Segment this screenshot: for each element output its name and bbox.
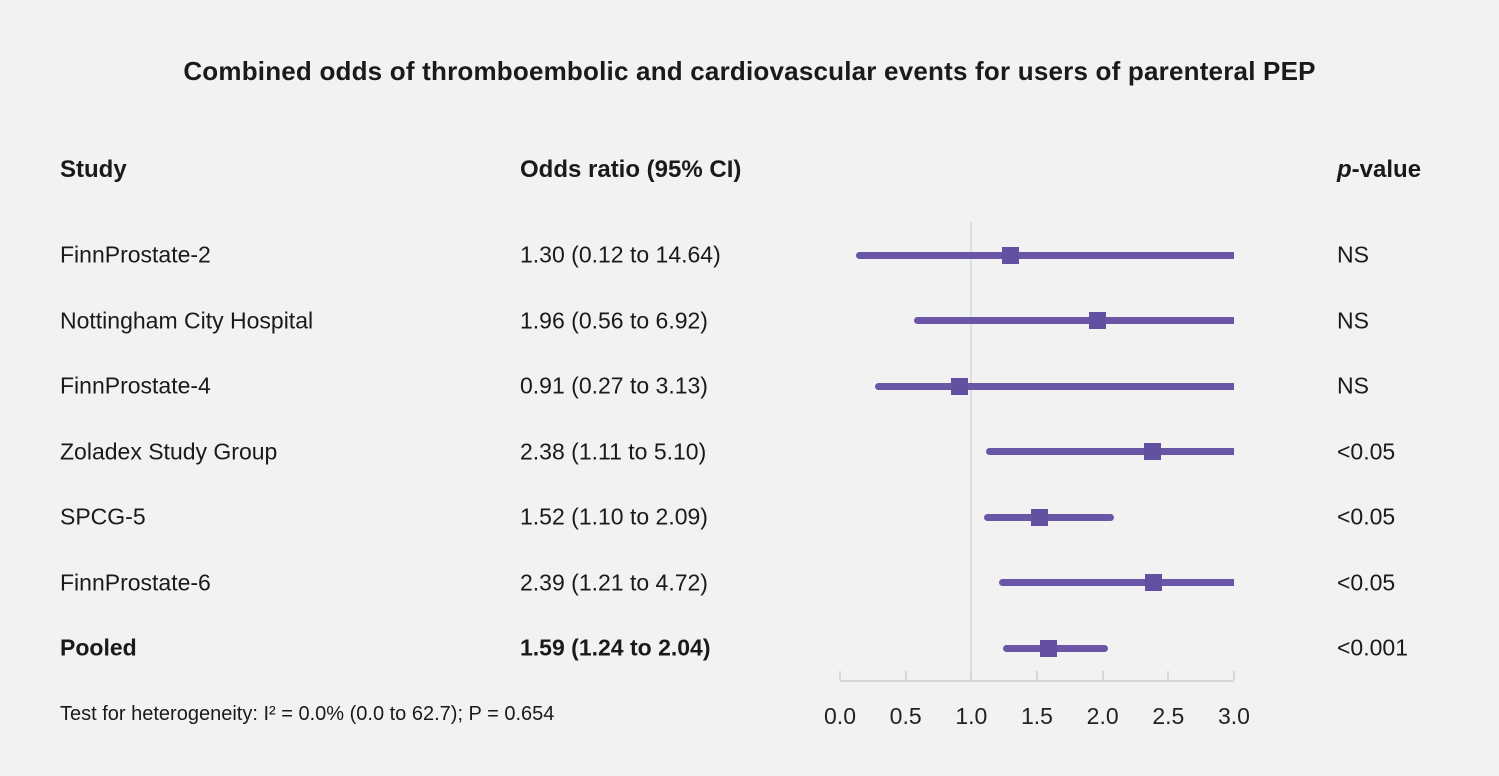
study-label: SPCG-5 bbox=[60, 503, 146, 530]
p-value-text: <0.001 bbox=[1337, 634, 1408, 661]
column-header-odds-ratio: Odds ratio (95% CI) bbox=[520, 156, 742, 183]
x-axis-tick bbox=[970, 671, 973, 680]
odds-ratio-text: 1.96 (0.56 to 6.92) bbox=[520, 307, 708, 333]
x-axis-tick-label: 1.5 bbox=[1020, 703, 1053, 729]
study-label: FinnProstate-2 bbox=[60, 241, 211, 268]
odds-ratio-text: 2.38 (1.11 to 5.10) bbox=[520, 438, 707, 464]
p-value-text: NS bbox=[1337, 241, 1369, 268]
confidence-interval-line bbox=[998, 579, 1234, 586]
x-axis-tick bbox=[1035, 671, 1038, 680]
heterogeneity-footnote: Test for heterogeneity: I² = 0.0% (0.0 t… bbox=[60, 703, 555, 725]
x-axis-tick bbox=[904, 671, 907, 680]
confidence-interval-line bbox=[875, 382, 1234, 390]
reference-line-or-1 bbox=[970, 222, 973, 680]
p-value-text: <0.05 bbox=[1337, 569, 1396, 595]
point-estimate-marker bbox=[1088, 312, 1106, 329]
odds-ratio-text: 1.30 (0.12 to 14.64) bbox=[520, 241, 721, 268]
confidence-interval-line bbox=[985, 448, 1234, 455]
point-estimate-marker bbox=[1144, 443, 1162, 460]
x-axis-tick-label: 2.0 bbox=[1086, 703, 1119, 729]
x-axis-tick bbox=[839, 671, 841, 680]
point-estimate-marker bbox=[1145, 574, 1163, 591]
x-axis-tick-label: 1.0 bbox=[955, 703, 988, 729]
odds-ratio-text: 2.39 (1.21 to 4.72) bbox=[520, 569, 708, 595]
x-axis-tick-label: 0.0 bbox=[824, 703, 856, 729]
point-estimate-marker bbox=[1002, 246, 1020, 264]
odds-ratio-text: 1.59 (1.24 to 2.04) bbox=[520, 634, 711, 661]
x-axis-tick-label: 0.5 bbox=[889, 703, 922, 729]
confidence-interval-line bbox=[913, 317, 1234, 324]
p-value-text: <0.05 bbox=[1337, 503, 1396, 530]
odds-ratio-text: 1.52 (1.10 to 2.09) bbox=[520, 503, 708, 530]
study-label: Pooled bbox=[60, 634, 137, 661]
x-axis-tick bbox=[1232, 671, 1235, 680]
study-label: FinnProstate-4 bbox=[60, 372, 211, 399]
x-axis-tick bbox=[1101, 671, 1104, 680]
study-label: Zoladex Study Group bbox=[60, 438, 278, 464]
p-value-text: NS bbox=[1337, 307, 1369, 333]
study-label: Nottingham City Hospital bbox=[60, 307, 314, 333]
odds-ratio-text: 0.91 (0.27 to 3.13) bbox=[520, 372, 708, 399]
column-header-p-value: p-value bbox=[1337, 156, 1421, 184]
chart-title: Combined odds of thromboembolic and card… bbox=[183, 56, 1316, 86]
x-axis-tick-label: 2.5 bbox=[1152, 703, 1185, 729]
p-value-text: NS bbox=[1337, 372, 1369, 399]
confidence-interval-line bbox=[984, 513, 1115, 521]
x-axis-tick-label: 3.0 bbox=[1217, 703, 1250, 729]
x-axis-tick bbox=[1167, 671, 1170, 680]
column-header-study: Study bbox=[60, 156, 127, 183]
x-axis-line bbox=[840, 680, 1234, 682]
p-value-header-italic-p: p bbox=[1337, 156, 1352, 183]
p-value-text: <0.05 bbox=[1337, 438, 1396, 464]
p-value-header-rest: -value bbox=[1351, 156, 1422, 183]
confidence-interval-line bbox=[855, 251, 1234, 259]
point-estimate-marker bbox=[1031, 508, 1049, 526]
study-label: FinnProstate-6 bbox=[60, 569, 211, 595]
point-estimate-marker bbox=[951, 377, 968, 395]
point-estimate-marker bbox=[1040, 639, 1058, 657]
